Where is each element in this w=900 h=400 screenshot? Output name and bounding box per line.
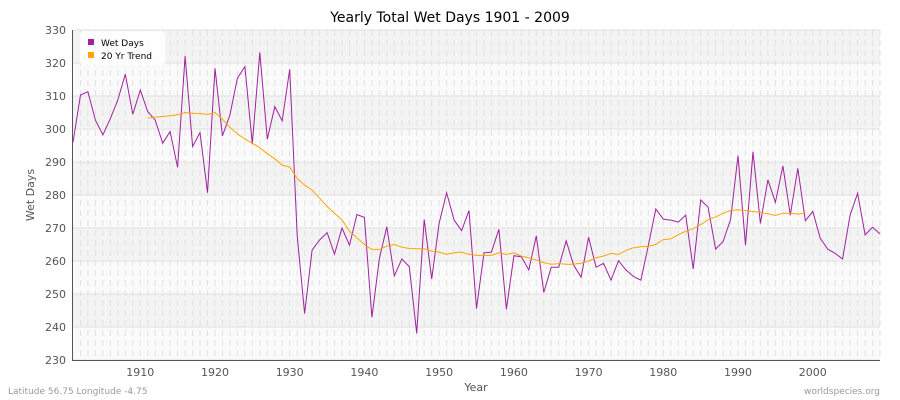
wet-days-line: [72, 52, 881, 334]
footer-source[interactable]: worldspecies.org: [804, 387, 880, 397]
legend-box: [80, 31, 165, 65]
y-tick-label: 280: [45, 189, 66, 202]
legend-label-wet-days: Wet Days: [101, 39, 144, 49]
x-tick-label: 1940: [350, 366, 378, 379]
x-tick-label: 1920: [201, 366, 229, 379]
y-tick-label: 250: [45, 288, 66, 301]
x-tick-label: 1910: [126, 366, 154, 379]
y-tick-label: 240: [45, 321, 66, 334]
legend-label-trend: 20 Yr Trend: [101, 52, 152, 62]
x-tick-labels: 1910 1920 1930 1940 1950 1960 1970 1980 1990 2000: [126, 366, 827, 379]
legend: Wet Days 20 Yr Trend: [80, 31, 165, 65]
background-band: [73, 261, 880, 294]
x-tick-label: 1960: [500, 366, 528, 379]
y-tick-label: 310: [45, 90, 66, 103]
trend-line: [147, 111, 806, 265]
y-tick-label: 330: [45, 24, 66, 37]
x-tick-label: 2000: [799, 366, 827, 379]
y-tick-label: 270: [45, 222, 66, 235]
legend-swatch-trend: [88, 52, 94, 58]
footer-location: Latitude 56.75 Longitude -4.75: [8, 387, 147, 397]
x-axis-label: Year: [463, 381, 488, 394]
y-tick-label: 260: [45, 255, 66, 268]
chart-title: Yearly Total Wet Days 1901 - 2009: [329, 10, 570, 26]
series-lines: [72, 52, 881, 334]
x-tick-label: 1990: [724, 366, 752, 379]
x-tick-label: 1980: [649, 366, 677, 379]
x-tick-label: 1930: [276, 366, 304, 379]
x-tick-label: 1950: [425, 366, 453, 379]
x-tick-label: 1970: [575, 366, 603, 379]
y-tick-label: 320: [45, 57, 66, 70]
legend-swatch-wet-days: [88, 39, 94, 45]
y-axis-label: Wet Days: [24, 169, 37, 222]
y-tick-labels: 230 240 250 260 270 280 290 300 310 320 330: [45, 24, 66, 367]
y-tick-label: 300: [45, 123, 66, 136]
y-tick-label: 230: [45, 354, 66, 367]
y-tick-label: 290: [45, 156, 66, 169]
